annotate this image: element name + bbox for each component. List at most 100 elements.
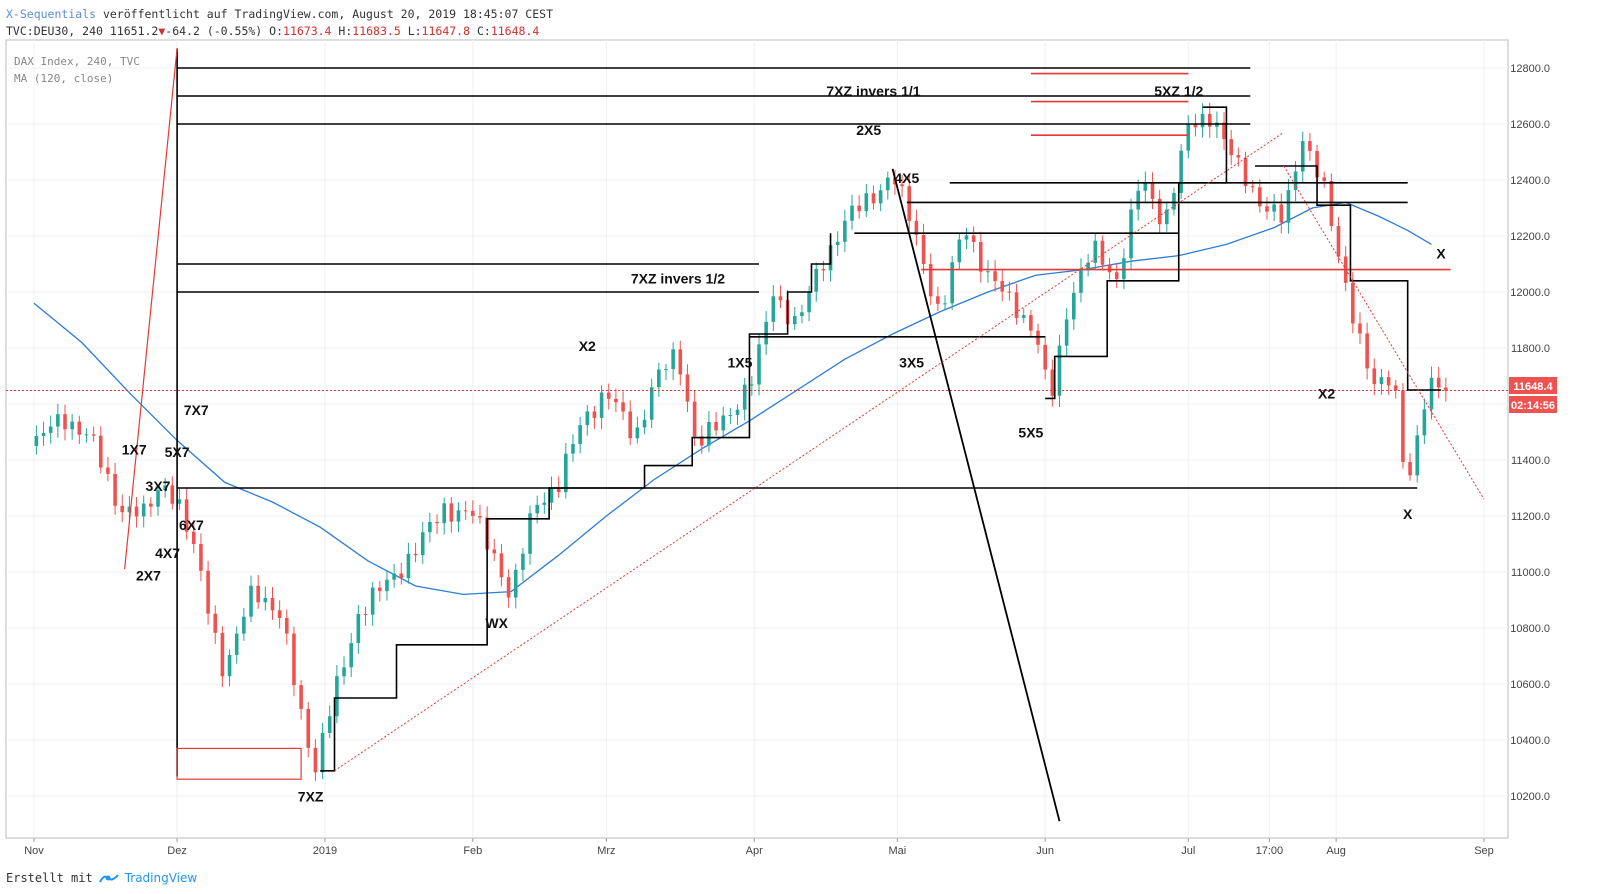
candle-body bbox=[227, 654, 232, 677]
candle-body bbox=[420, 532, 425, 556]
high-label: H: bbox=[338, 24, 353, 38]
annotation-label: WX bbox=[485, 615, 508, 631]
candle-body bbox=[141, 503, 146, 517]
candle-body bbox=[220, 632, 225, 677]
candle-body bbox=[184, 499, 189, 532]
x-tick-label: Nov bbox=[24, 845, 44, 857]
candle-body bbox=[206, 570, 210, 614]
candle-body bbox=[463, 510, 468, 512]
candle-body bbox=[1200, 113, 1205, 128]
diagonal-down-line bbox=[891, 168, 1061, 822]
x-tick-label: Jun bbox=[1036, 845, 1054, 857]
candle-body bbox=[435, 521, 439, 524]
candle-body bbox=[1250, 186, 1255, 188]
candle-body bbox=[1293, 171, 1298, 191]
candle-body bbox=[871, 193, 876, 204]
candle-body bbox=[578, 425, 582, 444]
candle-body bbox=[757, 344, 761, 385]
candle-body bbox=[885, 177, 890, 191]
candle-body bbox=[1114, 272, 1119, 280]
price-change: -64.2 (-0.55%) bbox=[165, 24, 263, 38]
candle-body bbox=[456, 510, 461, 522]
candle-body bbox=[213, 613, 218, 633]
candle-body bbox=[914, 220, 919, 235]
y-tick-label: 11800.0 bbox=[1511, 343, 1550, 355]
candle-body bbox=[1279, 204, 1284, 223]
candle-body bbox=[936, 296, 940, 304]
high-value: 11683.5 bbox=[352, 24, 401, 38]
y-tick-label: 12600.0 bbox=[1510, 119, 1550, 131]
candle-body bbox=[1322, 177, 1327, 181]
candle-body bbox=[1057, 345, 1062, 396]
annotation-label: 4X7 bbox=[155, 545, 180, 561]
candle-body bbox=[1386, 377, 1391, 386]
y-tick-label: 10200.0 bbox=[1510, 791, 1550, 803]
close-value: 11648.4 bbox=[490, 24, 540, 38]
candle-body bbox=[814, 268, 819, 292]
candle-body bbox=[263, 597, 268, 603]
candle-body bbox=[1300, 141, 1305, 172]
open-label: O: bbox=[269, 24, 284, 38]
candle-body bbox=[378, 587, 382, 592]
candle-body bbox=[971, 235, 976, 242]
ma-120-line bbox=[33, 201, 1432, 596]
candle-body bbox=[1072, 292, 1076, 320]
candle-body bbox=[134, 506, 139, 517]
candle-body bbox=[363, 613, 368, 615]
candle-body bbox=[91, 434, 96, 436]
candle-body bbox=[800, 312, 804, 316]
y-tick-label: 11400.0 bbox=[1511, 455, 1550, 467]
candle-body bbox=[1000, 281, 1005, 292]
symbol-line: TVC:DEU30, 240 bbox=[6, 24, 103, 38]
candle-body bbox=[313, 747, 318, 773]
tradingview-brand[interactable]: TradingView bbox=[124, 871, 198, 885]
candle-body bbox=[156, 490, 160, 507]
candle-body bbox=[728, 414, 733, 416]
grid bbox=[6, 40, 1508, 838]
candle-body bbox=[1393, 385, 1398, 391]
legend-indicator[interactable]: MA (120, close) bbox=[14, 72, 114, 85]
candle-body bbox=[1315, 151, 1319, 178]
candle-body bbox=[478, 515, 482, 518]
candle-body bbox=[471, 510, 475, 516]
candle-body bbox=[921, 234, 926, 265]
publisher-name[interactable]: X-Sequentials bbox=[6, 7, 97, 21]
candle-body bbox=[163, 485, 167, 491]
candle-body bbox=[449, 503, 454, 522]
candle-body bbox=[513, 569, 518, 598]
candle-body bbox=[392, 573, 396, 580]
x-tick-label: 2019 bbox=[313, 845, 337, 857]
candle-body bbox=[1336, 226, 1341, 257]
candle-body bbox=[1265, 206, 1269, 212]
header-line-2: TVC:DEU30, 240 11651.2▼-64.2 (-0.55%) O:… bbox=[6, 24, 539, 38]
countdown-value: 02:14:56 bbox=[1511, 400, 1555, 412]
candle-body bbox=[234, 633, 239, 655]
candle-body bbox=[850, 205, 854, 221]
red-dotted-trend bbox=[334, 131, 1284, 772]
candle-body bbox=[1086, 262, 1090, 269]
ma-layer bbox=[33, 201, 1432, 596]
annotation-label: 5XZ 1/2 bbox=[1154, 83, 1203, 99]
candle-body bbox=[1143, 182, 1148, 191]
candle-body bbox=[685, 374, 690, 402]
candle-body bbox=[385, 579, 389, 592]
legend-instrument[interactable]: DAX Index, 240, TVC bbox=[14, 55, 140, 68]
candle-body bbox=[1222, 122, 1226, 140]
candle-body bbox=[292, 633, 296, 686]
candle-body bbox=[327, 716, 332, 733]
candle-body bbox=[864, 193, 869, 212]
candle-body bbox=[84, 434, 89, 436]
x-tick-label: Feb bbox=[463, 845, 482, 857]
candle-body bbox=[149, 503, 153, 507]
price-tag: 11648.4 02:14:56 bbox=[1509, 377, 1557, 413]
candle-body bbox=[671, 349, 675, 370]
candle-body bbox=[707, 422, 711, 446]
candle-body bbox=[1372, 368, 1377, 385]
annotation-label: 7X7 bbox=[184, 402, 209, 418]
candle-body bbox=[1029, 315, 1033, 331]
plot-frame bbox=[5, 39, 1509, 839]
candle-body bbox=[778, 296, 783, 301]
candle-body bbox=[342, 667, 346, 677]
candle-body bbox=[1093, 240, 1098, 263]
